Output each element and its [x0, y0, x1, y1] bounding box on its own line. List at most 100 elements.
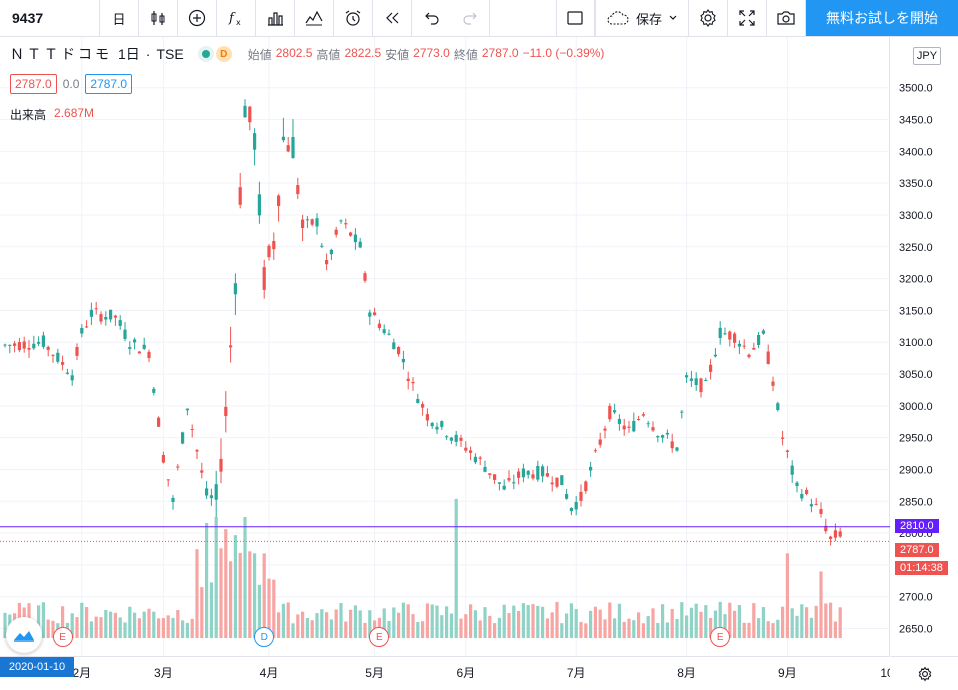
chart-type-button[interactable] [139, 0, 178, 36]
candle-body [517, 471, 521, 478]
volume-bar [665, 622, 669, 638]
volume-bar [589, 610, 593, 638]
close-value: 2787.0 [481, 45, 519, 60]
volume-bar [483, 607, 487, 638]
tradingview-logo[interactable] [6, 617, 42, 653]
low-label: 安値 [385, 47, 410, 62]
volume-bar [613, 618, 617, 638]
candle-body [809, 504, 813, 507]
svg-text:x: x [236, 18, 241, 27]
time-axis[interactable]: 2月 3月 4月 5月 6月 7月 8月 9月 10月 [0, 656, 906, 690]
candle-body [387, 333, 391, 335]
axis-settings-button[interactable] [891, 656, 958, 690]
candle-body [157, 417, 161, 427]
volume-bar [157, 618, 161, 638]
volume-bar [785, 553, 789, 638]
volume-bar [75, 617, 79, 638]
candle-body [238, 187, 242, 205]
candle-body [656, 436, 660, 438]
candle-body [190, 428, 194, 430]
price-axis-ticks: 3500.0 3450.0 3400.0 3350.0 3300.0 3250.0 3200… [899, 83, 933, 636]
candle-body [704, 379, 708, 381]
snapshot-button[interactable] [767, 0, 806, 36]
save-button[interactable]: 保存 [594, 0, 689, 36]
volume-bar [430, 604, 434, 638]
earnings-marker[interactable]: E [710, 627, 731, 647]
volume-bar [109, 611, 113, 638]
candle-body [209, 495, 213, 499]
candle-body [94, 308, 98, 310]
candle-body [32, 343, 36, 349]
candle-body [565, 494, 569, 499]
volume-bar [795, 615, 799, 638]
buy-price-button[interactable]: 2787.0 [85, 74, 133, 94]
volume-bar [545, 618, 549, 638]
volume-label[interactable]: 出来高 [10, 108, 47, 122]
market-open-icon[interactable] [197, 46, 214, 62]
volume-bar [469, 604, 473, 638]
layout-button[interactable] [555, 0, 595, 36]
volume-bar [454, 498, 458, 638]
ohlc-values: 始値 2802.5 高値 2822.5 安値 2773.0 終値 2787.0 −11.… [248, 46, 605, 63]
start-trial-button[interactable]: 無料お試しを開始 [806, 0, 958, 36]
candle-body [272, 240, 276, 250]
candle-body [603, 428, 607, 431]
earnings-marker[interactable]: E [369, 627, 390, 647]
candle-body [65, 372, 69, 374]
price-tick-label: 3200.0 [899, 274, 933, 286]
candle-body [416, 398, 420, 404]
volume-bar [493, 623, 497, 638]
earnings-marker[interactable]: E [52, 627, 73, 647]
alert-button[interactable] [334, 0, 373, 36]
currency-label: JPY [916, 50, 938, 62]
volume-bar [838, 607, 842, 638]
volume-bar [94, 616, 98, 638]
volume-bar [593, 606, 597, 638]
price-axis[interactable]: 3500.0 3450.0 3400.0 3350.0 3300.0 3250.0 3200… [891, 37, 958, 656]
volume-bar [440, 615, 444, 638]
volume-bar [809, 617, 813, 638]
price-chart[interactable] [0, 37, 894, 656]
dividend-marker[interactable]: D [254, 627, 275, 647]
candle-body [425, 414, 429, 421]
candle-body [267, 245, 271, 258]
redo-button[interactable] [451, 0, 490, 36]
volume-bar [171, 617, 175, 638]
interval-button[interactable]: 日 [100, 0, 139, 36]
month-tick-label: 2月 [72, 666, 91, 680]
candle-body [301, 219, 305, 228]
last-price-value: 2787.0 [900, 544, 934, 557]
financials-button[interactable] [256, 0, 295, 36]
candle-body [632, 420, 636, 432]
compare-button[interactable] [178, 0, 217, 36]
sell-price-button[interactable]: 2787.0 [10, 74, 57, 94]
volume-bar [814, 605, 818, 638]
candle-body [805, 489, 809, 494]
candle-body [694, 378, 698, 386]
chart-pane[interactable] [0, 37, 894, 656]
volume-bar [800, 604, 804, 638]
symbol-search[interactable]: 9437 [0, 0, 100, 36]
candle-body [133, 339, 137, 343]
close-label: 終値 [453, 47, 478, 62]
dividend-badge[interactable]: D [215, 46, 232, 62]
fullscreen-button[interactable] [728, 0, 767, 36]
templates-button[interactable] [295, 0, 334, 36]
candle-body [445, 436, 449, 438]
candle-body [152, 388, 156, 393]
settings-button[interactable] [689, 0, 728, 36]
candle-body [497, 482, 501, 484]
candle-body [661, 435, 665, 438]
candle-body [651, 427, 655, 431]
candle-body [176, 466, 180, 468]
candle-body [550, 482, 554, 485]
instrument-name[interactable]: ＮＴＴドコモ [10, 46, 112, 62]
volume-bar [286, 602, 290, 638]
currency-button[interactable]: JPY [913, 47, 941, 65]
volume-bar [41, 602, 45, 638]
undo-button[interactable] [412, 0, 451, 36]
replay-button[interactable] [373, 0, 412, 36]
save-label: 保存 [635, 11, 662, 27]
volume-bar [737, 604, 741, 638]
